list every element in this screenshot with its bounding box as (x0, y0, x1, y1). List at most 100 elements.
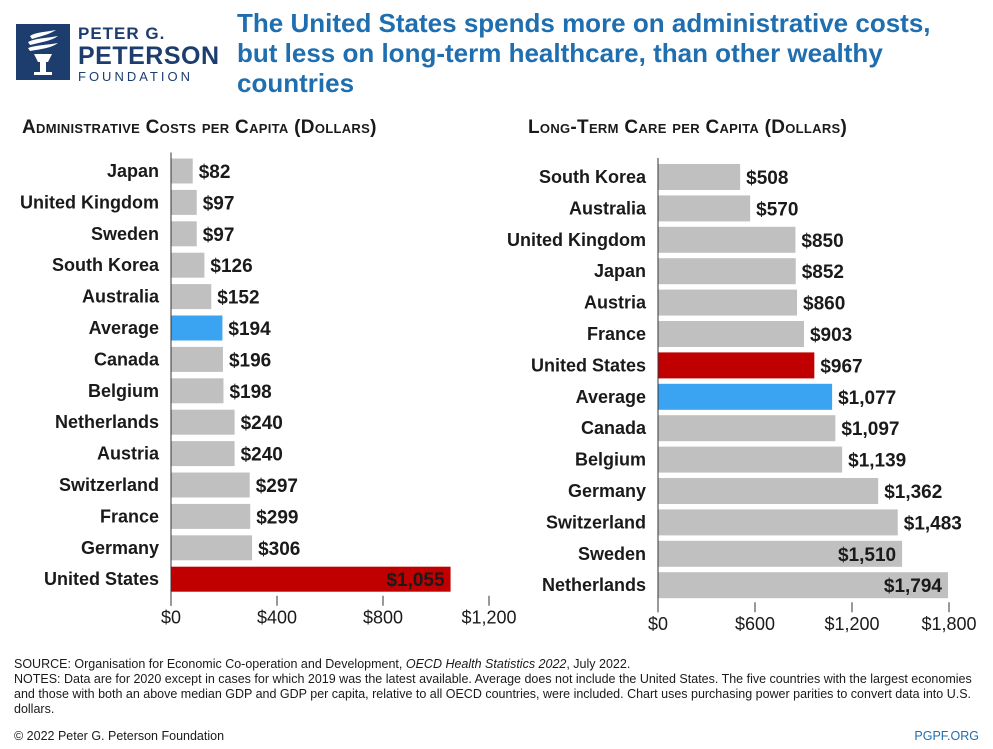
bar-austria (658, 289, 798, 316)
bar-switzerland (171, 472, 250, 498)
value-label-switzerland: $297 (256, 476, 298, 497)
category-label-france: France (587, 324, 646, 344)
value-label-japan: $82 (199, 162, 231, 183)
category-label-switzerland: Switzerland (546, 512, 646, 532)
logo-line-2: PETERSON (78, 42, 220, 70)
value-label-sweden: $1,510 (838, 545, 896, 566)
source-line: SOURCE: Organisation for Economic Co-ope… (14, 657, 631, 671)
torch-logo-icon (16, 24, 70, 80)
category-label-sweden: Sweden (578, 544, 646, 564)
bar-united-states (171, 566, 451, 592)
bar-belgium (658, 446, 843, 473)
category-label-netherlands: Netherlands (542, 575, 646, 595)
category-label-germany: Germany (568, 481, 646, 501)
bar-austria (171, 441, 235, 467)
logo-line-1: PETER G. (78, 24, 166, 43)
value-label-canada: $196 (229, 350, 271, 371)
category-label-australia: Australia (569, 198, 647, 218)
peterson-logo: PETER G. PETERSON FOUNDATION (16, 22, 221, 86)
bar-netherlands (658, 572, 949, 599)
category-label-united-kingdom: United Kingdom (20, 192, 159, 212)
value-label-average: $194 (228, 319, 271, 340)
category-label-south-korea: South Korea (539, 167, 647, 187)
category-label-japan: Japan (107, 161, 159, 181)
category-label-japan: Japan (594, 261, 646, 281)
value-label-germany: $1,362 (884, 482, 942, 503)
site-link[interactable]: PGPF.ORG (914, 729, 979, 743)
x-tick-label: $1,800 (921, 614, 976, 634)
category-label-average: Average (576, 387, 646, 407)
category-label-canada: Canada (581, 418, 647, 438)
bar-canada (658, 415, 836, 442)
value-label-austria: $860 (803, 294, 845, 315)
bar-germany (171, 535, 253, 561)
bar-japan (658, 258, 796, 285)
value-label-germany: $306 (258, 539, 300, 560)
x-tick-label: $1,200 (461, 608, 516, 628)
value-label-japan: $852 (802, 262, 844, 283)
value-label-south-korea: $126 (210, 256, 252, 277)
bar-south-korea (171, 252, 205, 278)
x-tick-label: $1,200 (824, 614, 879, 634)
bar-france (658, 321, 804, 347)
bar-france (171, 503, 251, 529)
logo-line-3: FOUNDATION (78, 69, 193, 84)
bar-united-states (658, 352, 815, 379)
value-label-average: $1,077 (838, 388, 896, 409)
value-label-sweden: $97 (203, 225, 235, 246)
x-tick-label: $0 (648, 614, 668, 634)
x-tick-label: $400 (257, 608, 297, 628)
category-label-switzerland: Switzerland (59, 475, 159, 495)
value-label-united-states: $967 (820, 356, 862, 377)
category-label-belgium: Belgium (88, 381, 159, 401)
category-label-austria: Austria (97, 444, 160, 464)
bar-germany (658, 478, 879, 504)
value-label-canada: $1,097 (841, 419, 899, 440)
category-label-netherlands: Netherlands (55, 412, 159, 432)
bar-average (171, 315, 223, 341)
value-label-united-kingdom: $850 (801, 231, 843, 252)
x-tick-label: $0 (161, 608, 181, 628)
category-label-south-korea: South Korea (52, 255, 160, 275)
category-label-belgium: Belgium (575, 450, 646, 470)
ltc-chart-title: Long-Term Care per Capita (Dollars) (528, 117, 848, 138)
value-label-france: $903 (810, 325, 852, 346)
bar-japan (171, 158, 193, 184)
x-tick-label: $800 (363, 608, 403, 628)
bar-sweden (658, 540, 903, 567)
bar-australia (171, 284, 212, 310)
category-label-germany: Germany (81, 538, 159, 558)
bar-united-kingdom (171, 189, 197, 215)
category-label-average: Average (89, 318, 159, 338)
bar-australia (658, 195, 751, 222)
category-label-united-states: United States (44, 569, 159, 589)
footer-notes: SOURCE: Organisation for Economic Co-ope… (14, 657, 984, 717)
bar-switzerland (658, 509, 898, 536)
bar-average (658, 383, 833, 410)
category-label-united-kingdom: United Kingdom (507, 230, 646, 250)
value-label-australia: $152 (217, 288, 259, 309)
bar-canada (171, 346, 223, 372)
bar-sweden (171, 221, 197, 247)
value-label-austria: $240 (241, 445, 283, 466)
value-label-australia: $570 (756, 199, 798, 220)
value-label-france: $299 (256, 507, 298, 528)
bar-south-korea (658, 164, 741, 190)
value-label-switzerland: $1,483 (904, 513, 962, 534)
value-label-netherlands: $240 (241, 413, 283, 434)
copyright: © 2022 Peter G. Peterson Foundation (14, 729, 225, 743)
value-label-belgium: $1,139 (848, 451, 906, 472)
category-label-austria: Austria (584, 293, 647, 313)
category-label-australia: Australia (82, 287, 160, 307)
value-label-belgium: $198 (229, 382, 271, 403)
value-label-united-kingdom: $97 (203, 193, 235, 214)
bar-united-kingdom (658, 226, 796, 253)
value-label-united-states: $1,055 (386, 570, 445, 591)
category-label-canada: Canada (94, 349, 160, 369)
source-title: OECD Health Statistics 2022 (405, 657, 567, 671)
bar-netherlands (171, 409, 235, 435)
admin-chart-title: Administrative Costs per Capita (Dollars… (22, 117, 377, 138)
x-tick-label: $600 (735, 614, 775, 634)
